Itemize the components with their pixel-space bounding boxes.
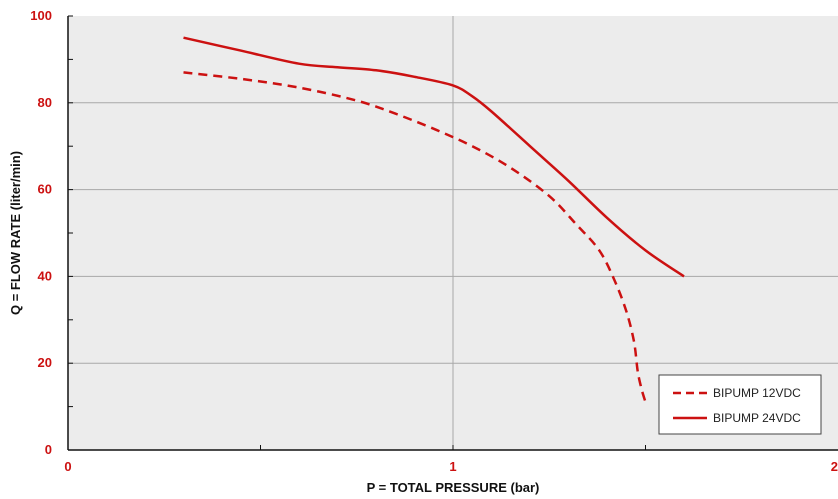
series-lines	[183, 36, 685, 403]
series-line-24vdc	[183, 36, 685, 278]
y-tick-label: 60	[38, 182, 52, 197]
y-tick-label: 0	[45, 442, 52, 457]
y-axis-title: Q = FLOW RATE (liter/min)	[8, 151, 23, 315]
y-tick-label: 80	[38, 95, 52, 110]
tick-labels: 0 20 40 60 80 100 0 1 2	[30, 8, 838, 474]
x-tick-label: 2	[831, 459, 838, 474]
y-tick-label: 100	[30, 8, 52, 23]
series-line-12vdc	[183, 71, 647, 403]
grid-lines	[68, 16, 838, 450]
x-tick-label: 0	[64, 459, 71, 474]
y-tick-label: 40	[38, 268, 52, 283]
legend: BIPUMP 12VDC BIPUMP 24VDC	[658, 374, 822, 435]
axes	[67, 15, 838, 451]
y-tick-label: 20	[38, 355, 52, 370]
x-tick-label: 1	[449, 459, 456, 474]
x-axis-title: P = TOTAL PRESSURE (bar)	[367, 480, 540, 495]
legend-label-24vdc: BIPUMP 24VDC	[713, 411, 801, 425]
legend-box	[658, 374, 822, 435]
legend-label-12vdc: BIPUMP 12VDC	[713, 386, 801, 400]
